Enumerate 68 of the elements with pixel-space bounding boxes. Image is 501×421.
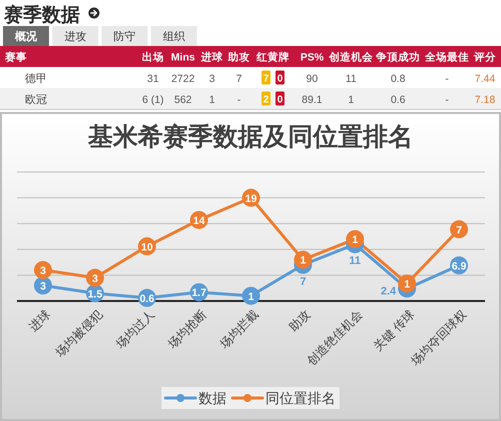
data-label: 7 [300,276,306,288]
category-label: PS% [300,52,324,64]
category-label: 评分 [473,50,497,64]
text: 7 [236,73,242,85]
category-label: 助攻 [227,50,250,64]
text: - [445,73,449,85]
annotation: 3 [40,265,46,278]
annotation: 19 [245,192,257,205]
text: 31 [147,73,159,85]
text: 89.1 [302,94,322,106]
annotation: 1 [300,254,306,267]
data-label: 0.6 [140,292,154,305]
data-label: 3 [40,280,46,293]
category-label: 出场 [142,50,164,64]
text: 7.44 [474,73,496,85]
x-tick-label: 场均过人 [112,307,158,352]
annotation: 14 [193,214,205,227]
text: 赛季数据 [3,4,80,26]
x-tick-label: 助攻 [286,307,314,334]
text: - [237,94,241,106]
annotation: 10 [141,241,153,254]
text: 2 [263,94,269,106]
category-label: 创造机会 [328,50,374,64]
text: 11 [346,73,356,85]
chart-title: 基米希赛季数据及同位置排名 [87,123,413,151]
data-label: 6.9 [452,260,466,272]
text: 562 [174,94,192,106]
category-label: 德甲 [25,73,47,85]
category-label: Mins [171,52,196,64]
category-label: 赛事 [4,50,27,64]
annotation: 1 [404,278,410,290]
data-label: 1.5 [88,288,102,300]
text: 2722 [171,73,195,85]
text: 0 [277,94,283,106]
annotation: 7 [456,224,462,236]
text: 1 [209,94,215,106]
legend-label: 同位置排名 [266,390,336,406]
x-tick-label: 关键 传球 [370,307,418,354]
data-label: 2.4 [380,286,397,298]
data-label: 1 [248,290,254,303]
x-tick-label: 进球 [26,307,54,334]
text: 6 (1) [142,94,164,106]
text: 0.6 [390,94,406,106]
text: 7.18 [474,94,496,106]
x-tick-label: 场均拦截 [216,307,262,352]
text: 3 [209,73,215,85]
text: 0.8 [390,73,406,85]
data-label: 11 [349,255,361,268]
text: 组织 [162,31,185,43]
category-label: 争顶成功 [375,50,420,64]
text: 防守 [114,30,136,43]
text: - [445,94,449,106]
text: 1 [348,94,354,106]
text: 进攻 [64,30,86,43]
data-label: 1.7 [192,287,206,300]
annotation: 3 [92,272,98,285]
text: 7 [263,74,269,84]
text: 概况 [14,30,38,43]
annotation: 1 [352,234,358,246]
category-label: 欧冠 [25,94,47,106]
category-label: 进球 [200,50,224,64]
legend-label: 数据 [198,390,226,406]
text: 90 [306,73,318,85]
text: 0 [277,74,283,84]
x-tick-label: 场均被侵犯 [52,307,106,360]
category-label: 全场最佳 [424,50,469,64]
category-label: 红黄牌 [256,50,290,64]
x-tick-label: 场均抢断 [164,307,210,352]
